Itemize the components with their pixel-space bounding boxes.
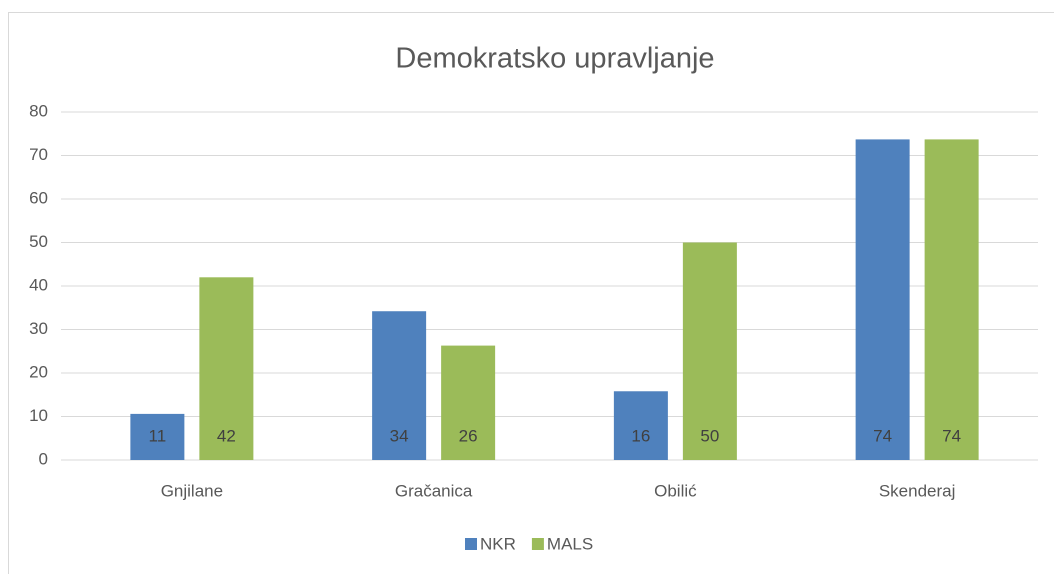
bar [441,345,496,460]
y-tick-label: 80 [29,101,48,120]
data-label: 34 [390,426,409,445]
y-tick-label: 70 [29,145,48,164]
bar [924,139,979,460]
data-label: 26 [459,426,478,445]
bar [613,391,668,460]
data-label: 42 [217,426,236,445]
y-tick-label: 20 [29,362,48,381]
chart-title: Demokratsko upravljanje [395,43,714,75]
bar [855,139,910,460]
legend-swatch [531,538,544,550]
y-tick-label: 40 [29,275,48,294]
y-tick-label: 30 [29,319,48,338]
y-tick-label: 60 [29,188,48,207]
data-label: 11 [149,426,167,445]
y-tick-label: 0 [39,449,48,468]
data-label: 16 [631,426,650,445]
legend-swatch [465,538,477,550]
legend-label: MALS [547,534,593,553]
bar [372,311,427,460]
legend-label: NKR [480,534,516,553]
x-tick-label: Gnjilane [161,481,223,500]
bar [682,242,737,460]
y-tick-label: 10 [29,406,48,425]
x-tick-label: Gračanica [395,481,473,500]
data-label: 74 [873,426,892,445]
bar [199,277,254,460]
y-tick-label: 50 [29,232,48,251]
data-label: 50 [700,426,719,445]
data-label: 74 [942,426,961,445]
bar [130,413,185,460]
x-tick-label: Skenderaj [879,481,956,500]
x-tick-label: Obilić [654,481,697,500]
